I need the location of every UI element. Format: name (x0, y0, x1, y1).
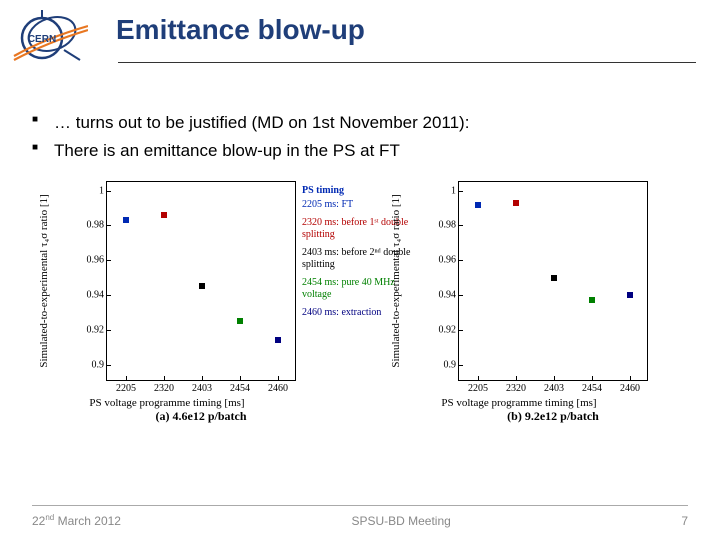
y-tick-label: 0.92 (439, 324, 460, 335)
data-point (513, 200, 519, 206)
x-tick-label: 2205 (116, 380, 136, 394)
x-tick-label: 2454 (230, 380, 250, 394)
x-tick-label: 2205 (468, 380, 488, 394)
y-tick-label: 0.96 (439, 255, 460, 266)
y-tick-label: 0.98 (439, 220, 460, 231)
data-point (475, 202, 481, 208)
footer-page: 7 (681, 514, 688, 528)
x-tick-label: 2460 (268, 380, 288, 394)
slide-footer: 22nd March 2012 SPSU-BD Meeting 7 (0, 513, 720, 528)
chart-b-plot-area: 0.90.920.940.960.98122052320240324542460 (458, 181, 648, 381)
x-tick-label: 2403 (192, 380, 212, 394)
chart-a-xlabel: PS voltage programme timing [ms] (72, 397, 262, 409)
chart-a: 0.90.920.940.960.98122052320240324542460… (72, 181, 296, 424)
title-underline (118, 62, 696, 63)
chart-a-plot-area: 0.90.920.940.960.98122052320240324542460 (106, 181, 296, 381)
y-tick-label: 1 (451, 185, 459, 196)
data-point (237, 318, 243, 324)
chart-b-caption: (b) 9.2e12 p/batch (458, 409, 648, 424)
data-point (199, 283, 205, 289)
x-tick-label: 2454 (582, 380, 602, 394)
y-tick-label: 0.94 (439, 290, 460, 301)
chart-b-xlabel: PS voltage programme timing [ms] (424, 397, 614, 409)
slide-title: Emittance blow-up (116, 14, 365, 46)
y-tick-label: 0.96 (87, 255, 108, 266)
chart-a-caption: (a) 4.6e12 p/batch (106, 409, 296, 424)
x-tick-label: 2403 (544, 380, 564, 394)
chart-b: 0.90.920.940.960.98122052320240324542460… (424, 181, 648, 424)
chart-b-ylabel: Simulated-to-experimental τ₄σ ratio [1] (390, 181, 402, 381)
x-tick-label: 2460 (620, 380, 640, 394)
y-tick-label: 0.94 (87, 290, 108, 301)
y-tick-label: 0.9 (92, 359, 108, 370)
charts-container: 0.90.920.940.960.98122052320240324542460… (0, 181, 720, 424)
data-point (275, 337, 281, 343)
logo-text: CERN (28, 34, 56, 45)
y-tick-label: 0.9 (444, 359, 460, 370)
chart-a-ylabel: Simulated-to-experimental τ₄σ ratio [1] (38, 181, 50, 381)
cern-logo: CERN (8, 10, 88, 66)
data-point (161, 212, 167, 218)
y-tick-label: 1 (99, 185, 107, 196)
bullet-item: … turns out to be justified (MD on 1st N… (32, 110, 688, 136)
x-tick-label: 2320 (154, 380, 174, 394)
footer-rule (32, 505, 688, 506)
data-point (589, 297, 595, 303)
data-point (551, 275, 557, 281)
y-tick-label: 0.92 (87, 324, 108, 335)
x-tick-label: 2320 (506, 380, 526, 394)
slide-header: CERN Emittance blow-up (0, 0, 720, 66)
data-point (123, 217, 129, 223)
footer-date: 22nd March 2012 (32, 513, 121, 528)
bullet-list: … turns out to be justified (MD on 1st N… (32, 110, 688, 163)
y-tick-label: 0.98 (87, 220, 108, 231)
bullet-item: There is an emittance blow-up in the PS … (32, 138, 688, 164)
footer-center: SPSU-BD Meeting (351, 514, 450, 528)
data-point (627, 292, 633, 298)
